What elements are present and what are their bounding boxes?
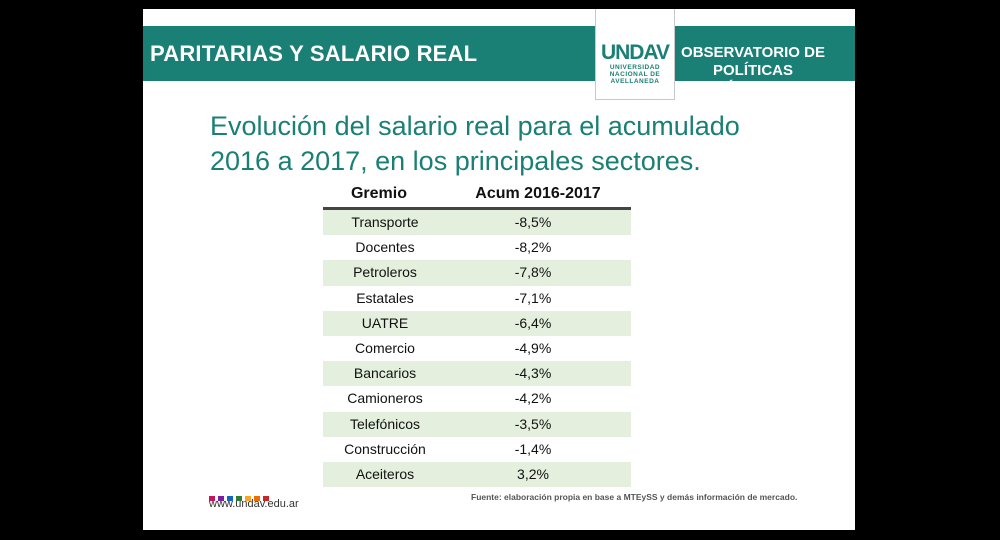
gremio-cell: Bancarios xyxy=(353,365,417,382)
brand-dot xyxy=(218,496,224,501)
footer-source: Fuente: elaboración propia en base a MTE… xyxy=(471,492,798,502)
brand-dot xyxy=(209,496,215,501)
logo-line-3: AVELLANEDA xyxy=(610,78,660,85)
logo-line-1: UNIVERSIDAD xyxy=(609,64,661,71)
table-row: Camioneros -4,2% xyxy=(323,386,631,411)
observatorio-line-1: OBSERVATORIO DE xyxy=(681,43,825,61)
acum-value-cell: -4,3% xyxy=(514,365,552,382)
gremio-cell: Construcción xyxy=(344,440,426,457)
brand-dot xyxy=(245,496,251,501)
header-bar: PARITARIAS Y SALARIO REAL OBSERVATORIO D… xyxy=(143,26,855,97)
observatorio-line-2: POLÍTICAS PÚBLICAS xyxy=(712,61,793,97)
acum-value-cell: -6,4% xyxy=(514,314,552,331)
brand-color-dots xyxy=(209,488,272,506)
table-row: Docentes -8,2% xyxy=(323,235,631,260)
table-row: Estatales -7,1% xyxy=(323,286,631,311)
brand-dot xyxy=(254,496,260,501)
table-row: UATRE -6,4% xyxy=(323,310,631,336)
table-row: Comercio -4,9% xyxy=(323,336,631,361)
gremio-cell: Aceiteros xyxy=(355,465,415,482)
acum-value-cell: -8,2% xyxy=(514,239,552,256)
table-row: Aceiteros 3,2% xyxy=(323,461,631,488)
brand-dot xyxy=(263,496,269,501)
logo-mark: UNDAV xyxy=(600,41,670,64)
brand-dot xyxy=(236,496,242,501)
acum-value-cell: -4,9% xyxy=(514,339,552,356)
acum-value-cell: -1,4% xyxy=(514,440,552,457)
acum-value-cell: -7,1% xyxy=(514,289,552,306)
brand-dot xyxy=(227,496,233,501)
acum-value-cell: -8,5% xyxy=(514,214,552,230)
gremio-cell: UATRE xyxy=(361,314,409,331)
acum-value-cell: 3,2% xyxy=(517,465,549,482)
logo-line-2: NACIONAL DE xyxy=(609,71,661,78)
salary-table: Gremio Acum 2016-2017 Transporte -8,5% Doc… xyxy=(323,181,631,488)
subtitle-line-2: 2016 a 2017, en los principales sectores… xyxy=(210,146,701,176)
slide-subtitle: Evolución del salario real para el acumu… xyxy=(210,109,830,179)
table-row: Petroleros -7,8% xyxy=(323,260,631,286)
footer-url: www.undav.edu.ar xyxy=(209,498,299,510)
gremio-cell: Comercio xyxy=(355,339,415,356)
acum-value-cell: -3,5% xyxy=(514,415,552,432)
gremio-cell: Docentes xyxy=(355,239,415,256)
column-header-acum: Acum 2016-2017 xyxy=(475,185,601,202)
gremio-cell: Estatales xyxy=(356,289,414,306)
undav-logo: UNDAV UNIVERSIDAD NACIONAL DE AVELLANEDA xyxy=(595,9,675,100)
acum-value-cell: -7,8% xyxy=(514,264,552,281)
page-title: PARITARIAS Y SALARIO REAL xyxy=(150,41,478,66)
table-row: Construcción -1,4% xyxy=(323,437,631,462)
table-row: Telefónicos -3,5% xyxy=(323,411,631,437)
gremio-cell: Camioneros xyxy=(347,390,423,407)
table-row: Transporte -8,5% xyxy=(323,210,631,236)
table-body: Transporte -8,5% Docentes -8,2% Petroleros -7… xyxy=(323,210,631,488)
subtitle-line-1: Evolución del salario real para el acumu… xyxy=(210,111,740,141)
gremio-cell: Telefónicos xyxy=(349,415,421,432)
acum-value-cell: -4,2% xyxy=(514,390,552,407)
gremio-cell: Transporte xyxy=(351,214,419,230)
table-row: Bancarios -4,3% xyxy=(323,361,631,387)
observatorio-label: OBSERVATORIO DE POLÍTICAS PÚBLICAS xyxy=(673,43,833,98)
gremio-cell: Petroleros xyxy=(353,264,417,281)
table-header: Gremio Acum 2016-2017 xyxy=(323,181,631,210)
column-header-gremio: Gremio xyxy=(350,185,407,202)
slide: PARITARIAS Y SALARIO REAL OBSERVATORIO D… xyxy=(143,9,855,530)
